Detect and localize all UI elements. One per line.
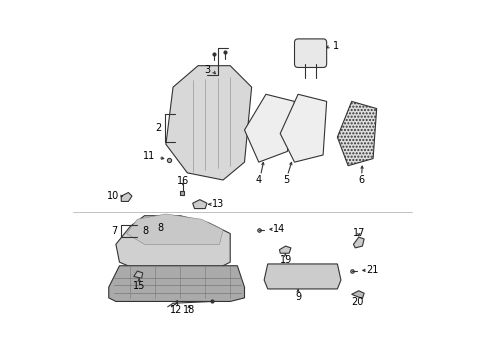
Polygon shape [192,200,206,208]
Polygon shape [126,214,223,244]
Polygon shape [280,94,326,162]
Text: 5: 5 [283,175,289,185]
Polygon shape [108,266,244,301]
Polygon shape [264,264,340,289]
Text: 19: 19 [279,255,291,265]
Text: 20: 20 [350,297,363,307]
FancyBboxPatch shape [294,39,326,67]
Text: 2: 2 [155,123,161,133]
Text: 7: 7 [111,226,117,236]
Text: 10: 10 [107,191,119,201]
Text: 8: 8 [157,223,163,233]
Polygon shape [244,94,294,162]
Text: 21: 21 [366,265,378,275]
Text: 1: 1 [332,41,338,51]
Text: 13: 13 [211,199,224,209]
Polygon shape [351,291,364,298]
Polygon shape [165,66,251,180]
Text: 3: 3 [203,65,210,75]
Text: 14: 14 [272,224,285,234]
Text: 6: 6 [358,175,364,185]
Text: 11: 11 [142,151,155,161]
Text: 15: 15 [133,281,145,291]
Polygon shape [353,237,364,248]
Polygon shape [337,102,376,166]
Text: 9: 9 [294,292,301,302]
Text: 8: 8 [142,226,148,236]
Polygon shape [121,193,132,202]
Text: 18: 18 [183,305,195,315]
Polygon shape [116,216,230,273]
Polygon shape [134,271,142,278]
Text: 12: 12 [170,305,183,315]
Text: 17: 17 [352,228,364,238]
Text: 16: 16 [177,176,189,186]
Text: 4: 4 [255,175,261,185]
Polygon shape [279,246,290,253]
